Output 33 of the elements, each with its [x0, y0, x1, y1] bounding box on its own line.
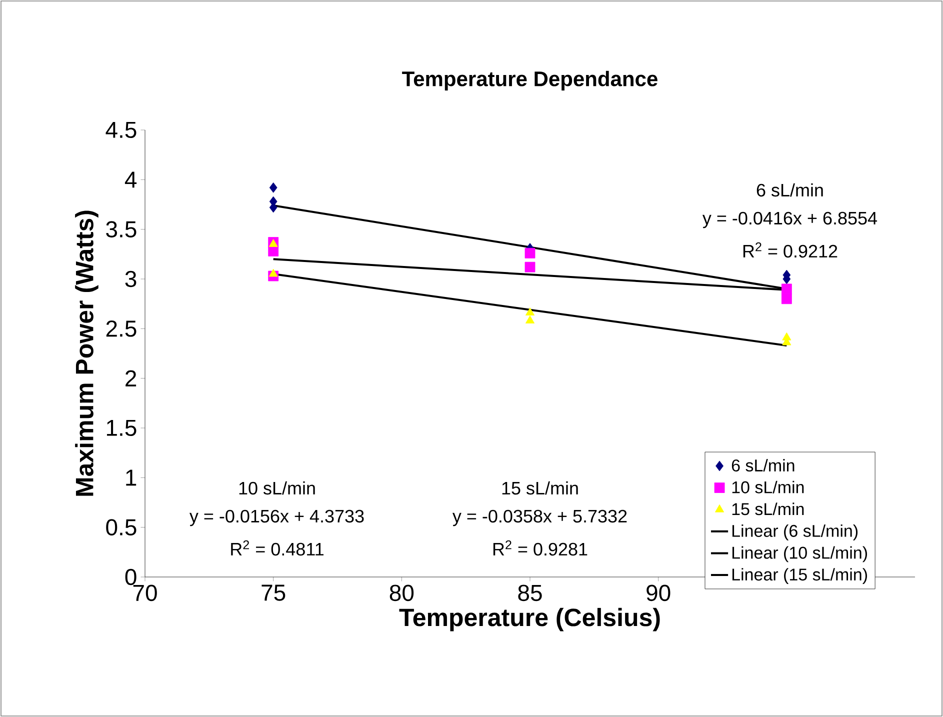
x-tick-label: 80 — [390, 584, 414, 602]
legend-label: 15 sL/min — [732, 502, 804, 516]
x-axis-title: Temperature (Celsius) — [399, 608, 660, 632]
annotation: R$^{2}$ = 0.9281 — [493, 540, 588, 556]
y-tick-label: 2 — [126, 370, 136, 386]
x-tick-label: 90 — [646, 584, 670, 602]
legend-label: Linear (10 sL/min) — [732, 546, 867, 562]
annotation: R$^{2}$ = 0.4811 — [231, 540, 324, 556]
annotation: 6 sL/min — [756, 183, 823, 197]
legend-label: 6 sL/min — [732, 459, 794, 472]
legend-label: Linear (15 sL/min) — [732, 568, 867, 584]
y-tick-label: 1.5 — [106, 420, 136, 436]
x-tick-label: 70 — [133, 584, 157, 602]
annotation: 10 sL/min — [239, 481, 315, 495]
y-tick-label: 0.5 — [106, 519, 136, 536]
legend-label: Linear (6 sL/min) — [732, 524, 858, 540]
y-tick-label: 3 — [125, 270, 136, 288]
y-tick-label: 4.5 — [106, 122, 136, 138]
annotation: y = -0.0416x + 6.8554 — [702, 212, 878, 228]
y-tick-label: 1 — [126, 470, 136, 486]
annotation: R$^{2}$ = 0.9212 — [743, 242, 838, 258]
annotation: 15 sL/min — [502, 481, 578, 495]
y-tick-label: 3.5 — [106, 221, 136, 238]
y-tick-label: 0 — [125, 568, 136, 586]
annotation: y = -0.0156x + 4.3733 — [189, 510, 364, 526]
annotation: y = -0.0358x + 5.7332 — [452, 510, 627, 526]
y-tick-label: 4 — [124, 172, 137, 188]
y-axis-title: Maximum Power (Watts) — [75, 210, 98, 496]
y-tick-label: 2.5 — [106, 320, 136, 337]
legend-label: 10 sL/min — [732, 480, 804, 494]
x-tick-label: 85 — [518, 584, 542, 602]
x-tick-label: 75 — [262, 584, 286, 601]
chart-title: Temperature Dependance — [402, 70, 658, 90]
